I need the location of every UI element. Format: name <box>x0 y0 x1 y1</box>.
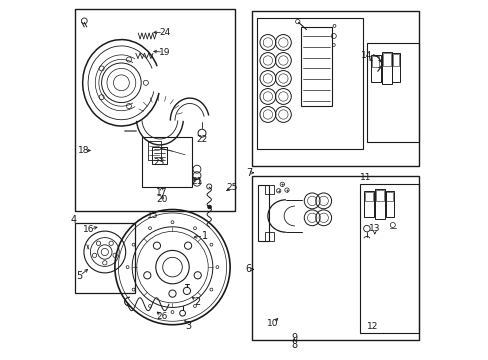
Text: 1: 1 <box>202 231 207 241</box>
Bar <box>142 137 192 187</box>
Circle shape <box>207 205 211 209</box>
Bar <box>371 56 379 67</box>
Bar <box>364 192 373 201</box>
Text: 25: 25 <box>226 183 237 192</box>
Bar <box>251 176 418 340</box>
Text: 24: 24 <box>159 28 170 37</box>
Bar <box>382 53 390 66</box>
Bar <box>148 141 160 160</box>
Text: 26: 26 <box>157 312 168 321</box>
Bar <box>359 184 418 333</box>
Text: 23: 23 <box>153 158 164 167</box>
Bar <box>374 189 384 219</box>
Text: 6: 6 <box>245 264 251 274</box>
Bar <box>75 223 134 293</box>
Text: 21: 21 <box>191 177 202 186</box>
Bar <box>391 53 399 82</box>
Text: 8: 8 <box>290 340 297 350</box>
Bar <box>75 9 235 211</box>
Bar <box>257 18 363 149</box>
Bar <box>363 191 373 217</box>
Text: 14: 14 <box>360 51 371 60</box>
Bar <box>370 55 380 82</box>
Text: 11: 11 <box>360 173 371 181</box>
Text: 9: 9 <box>290 333 297 343</box>
Text: 16: 16 <box>83 225 95 234</box>
Text: 12: 12 <box>366 323 377 331</box>
Bar <box>265 185 274 194</box>
Text: 3: 3 <box>185 321 191 331</box>
Bar <box>381 52 391 84</box>
Bar <box>301 27 331 106</box>
Bar <box>258 185 268 241</box>
Text: 22: 22 <box>196 135 207 144</box>
Text: 15: 15 <box>147 211 158 220</box>
Bar <box>366 43 418 142</box>
Bar <box>265 232 274 241</box>
Text: 2: 2 <box>193 297 200 307</box>
Text: 7: 7 <box>245 168 251 178</box>
Text: 5: 5 <box>76 271 82 282</box>
Text: 4: 4 <box>70 215 77 225</box>
Text: 18: 18 <box>77 146 89 155</box>
Text: 13: 13 <box>368 224 380 233</box>
Text: 17: 17 <box>156 188 167 197</box>
Bar <box>375 190 384 201</box>
Bar <box>392 54 398 66</box>
Bar <box>385 191 393 217</box>
Bar <box>152 147 166 164</box>
Text: 20: 20 <box>157 195 168 204</box>
Bar <box>251 11 418 166</box>
Text: 10: 10 <box>266 319 278 328</box>
Bar <box>386 192 392 201</box>
Text: 19: 19 <box>159 48 170 57</box>
